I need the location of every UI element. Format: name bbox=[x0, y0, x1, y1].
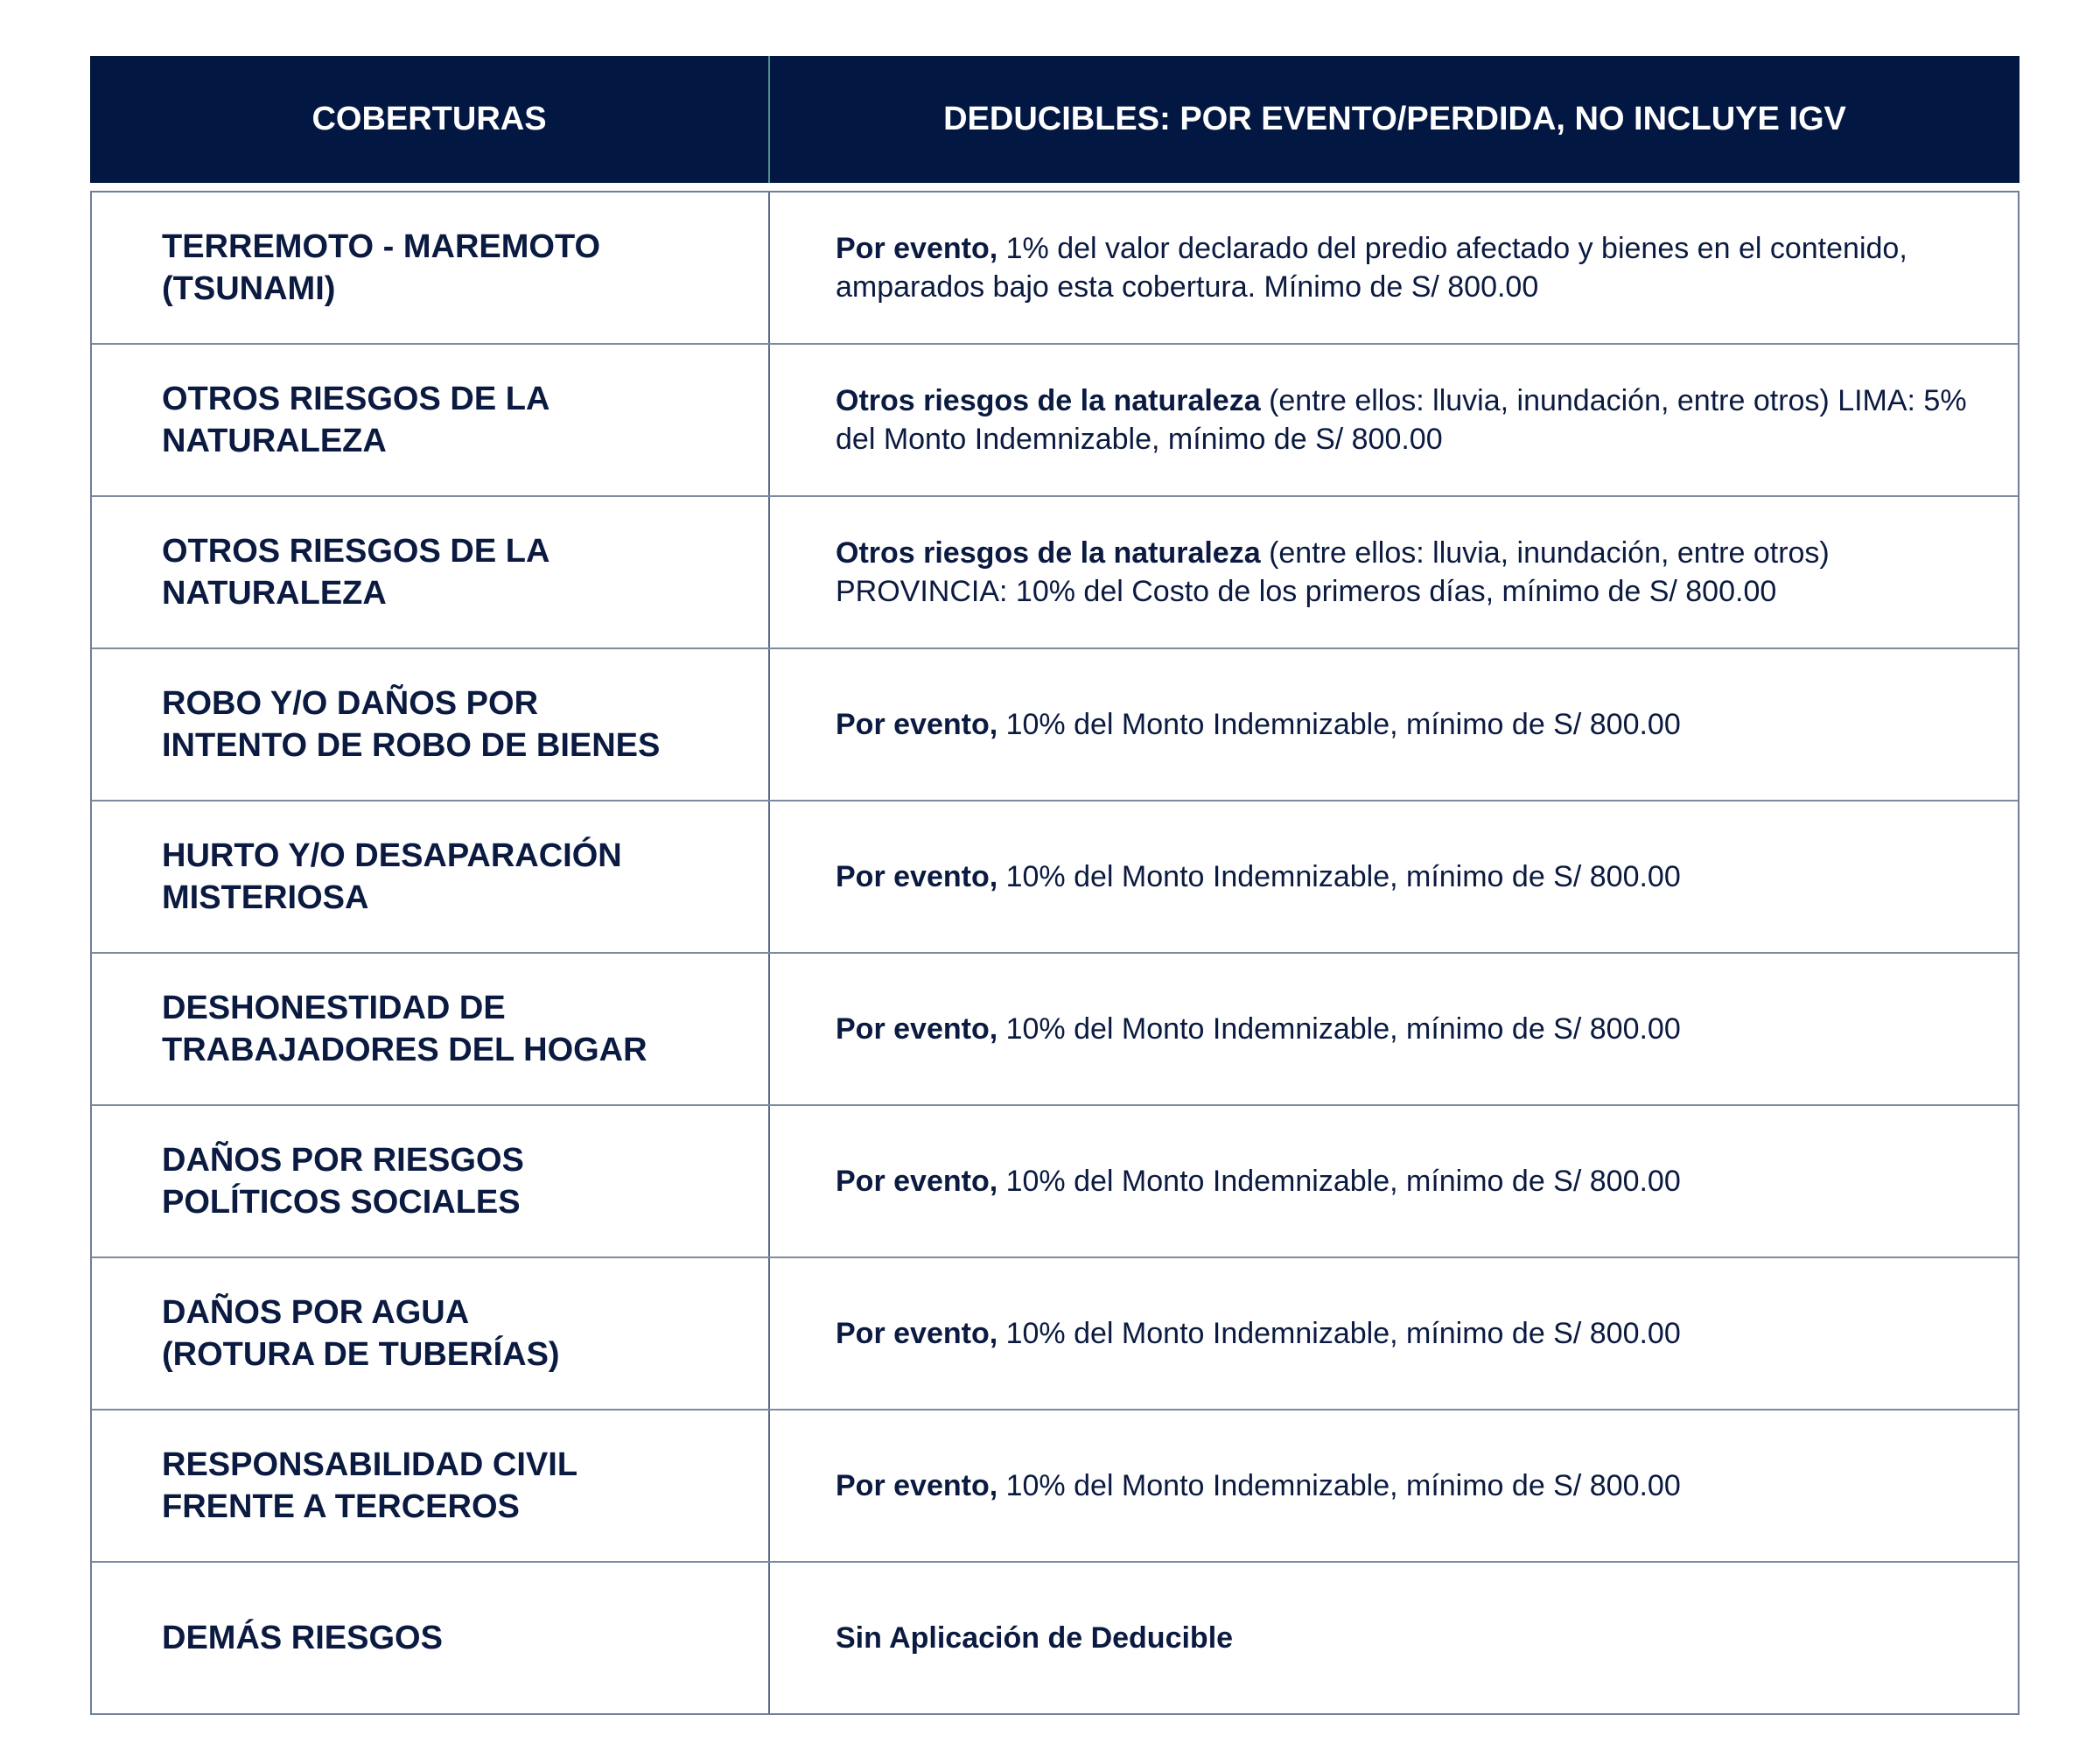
table-row: ROBO Y/O DAÑOS POR INTENTO DE ROBO DE BI… bbox=[92, 648, 2018, 800]
header-coberturas: COBERTURAS bbox=[90, 56, 770, 183]
deductible-text: 10% del Monto Indemnizable, mínimo de S/… bbox=[998, 1012, 1681, 1046]
deductible-text: 10% del Monto Indemnizable, mínimo de S/… bbox=[998, 860, 1681, 893]
table-row: HURTO Y/O DESAPARACIÓN MISTERIOSA Por eve… bbox=[92, 800, 2018, 952]
coverage-name: TERREMOTO - MAREMOTO (TSUNAMI) bbox=[92, 192, 770, 343]
deductible-text: (entre ellos: lluvia, inundación, entre … bbox=[836, 384, 1967, 456]
deductible-text: 10% del Monto Indemnizable, mínimo de S/… bbox=[998, 1469, 1681, 1502]
deductible-text: 10% del Monto Indemnizable, mínimo de S/… bbox=[998, 708, 1681, 741]
deductible-description: Otros riesgos de la naturaleza (entre el… bbox=[770, 497, 2018, 648]
table-row: RESPONSABILIDAD CIVIL FRENTE A TERCEROS P… bbox=[92, 1409, 2018, 1561]
deductible-description: Sin Aplicación de Deducible bbox=[770, 1563, 2018, 1713]
deductible-lead: Por evento, bbox=[836, 1469, 998, 1502]
coverage-name: OTROS RIESGOS DE LA NATURALEZA bbox=[92, 345, 770, 495]
table-row: DAÑOS POR RIESGOS POLÍTICOS SOCIALES Por … bbox=[92, 1104, 2018, 1256]
deductible-lead: Sin Aplicación de Deducible bbox=[836, 1621, 1234, 1655]
deductible-description: Por evento, 10% del Monto Indemnizable, … bbox=[770, 1258, 2018, 1409]
deductible-description: Por evento, 10% del Monto Indemnizable, … bbox=[770, 954, 2018, 1104]
deductible-text: 10% del Monto Indemnizable, mínimo de S/… bbox=[998, 1317, 1681, 1350]
deductible-description: Otros riesgos de la naturaleza (entre el… bbox=[770, 345, 2018, 495]
coverage-name: DAÑOS POR AGUA (ROTURA DE TUBERÍAS) bbox=[92, 1258, 770, 1409]
deductible-lead: Por evento, bbox=[836, 232, 998, 265]
deductible-description: Por evento, 10% del Monto Indemnizable, … bbox=[770, 649, 2018, 800]
coverage-name: HURTO Y/O DESAPARACIÓN MISTERIOSA bbox=[92, 802, 770, 952]
deductibles-table: COBERTURAS DEDUCIBLES: POR EVENTO/PERDID… bbox=[90, 56, 2020, 1715]
coverage-name: RESPONSABILIDAD CIVIL FRENTE A TERCEROS bbox=[92, 1410, 770, 1561]
table-row: DEMÁS RIESGOS Sin Aplicación de Deducible bbox=[92, 1561, 2018, 1713]
table-body: TERREMOTO - MAREMOTO (TSUNAMI) Por evento… bbox=[90, 191, 2020, 1715]
table-row: OTROS RIESGOS DE LA NATURALEZA Otros ries… bbox=[92, 343, 2018, 495]
deductible-description: Por evento, 1% del valor declarado del p… bbox=[770, 192, 2018, 343]
table-row: TERREMOTO - MAREMOTO (TSUNAMI) Por evento… bbox=[92, 192, 2018, 343]
table-row: DAÑOS POR AGUA (ROTURA DE TUBERÍAS) Por e… bbox=[92, 1256, 2018, 1409]
deductible-lead: Por evento, bbox=[836, 1317, 998, 1350]
table-header: COBERTURAS DEDUCIBLES: POR EVENTO/PERDID… bbox=[90, 56, 2020, 183]
table-row: DESHONESTIDAD DE TRABAJADORES DEL HOGAR P… bbox=[92, 952, 2018, 1104]
deductible-text: (entre ellos: lluvia, inundación, entre … bbox=[836, 536, 1830, 608]
coverage-name: DAÑOS POR RIESGOS POLÍTICOS SOCIALES bbox=[92, 1106, 770, 1256]
deductible-description: Por evento, 10% del Monto Indemnizable, … bbox=[770, 1106, 2018, 1256]
coverage-name: DESHONESTIDAD DE TRABAJADORES DEL HOGAR bbox=[92, 954, 770, 1104]
deductible-text: 10% del Monto Indemnizable, mínimo de S/… bbox=[998, 1165, 1681, 1198]
deductible-lead: Otros riesgos de la naturaleza bbox=[836, 536, 1261, 570]
coverage-name: DEMÁS RIESGOS bbox=[92, 1563, 770, 1713]
deductible-text: 1% del valor declarado del predio afecta… bbox=[836, 232, 1908, 304]
coverage-name: ROBO Y/O DAÑOS POR INTENTO DE ROBO DE BI… bbox=[92, 649, 770, 800]
table-row: OTROS RIESGOS DE LA NATURALEZA Otros ries… bbox=[92, 495, 2018, 648]
deductible-lead: Por evento, bbox=[836, 860, 998, 893]
deductible-description: Por evento, 10% del Monto Indemnizable, … bbox=[770, 1410, 2018, 1561]
deductible-lead: Por evento, bbox=[836, 1165, 998, 1198]
coverage-name: OTROS RIESGOS DE LA NATURALEZA bbox=[92, 497, 770, 648]
header-deducibles: DEDUCIBLES: POR EVENTO/PERDIDA, NO INCLU… bbox=[943, 101, 1846, 137]
deductible-description: Por evento, 10% del Monto Indemnizable, … bbox=[770, 802, 2018, 952]
deductible-lead: Otros riesgos de la naturaleza bbox=[836, 384, 1261, 417]
deductible-lead: Por evento, bbox=[836, 708, 998, 741]
deductible-lead: Por evento, bbox=[836, 1012, 998, 1046]
